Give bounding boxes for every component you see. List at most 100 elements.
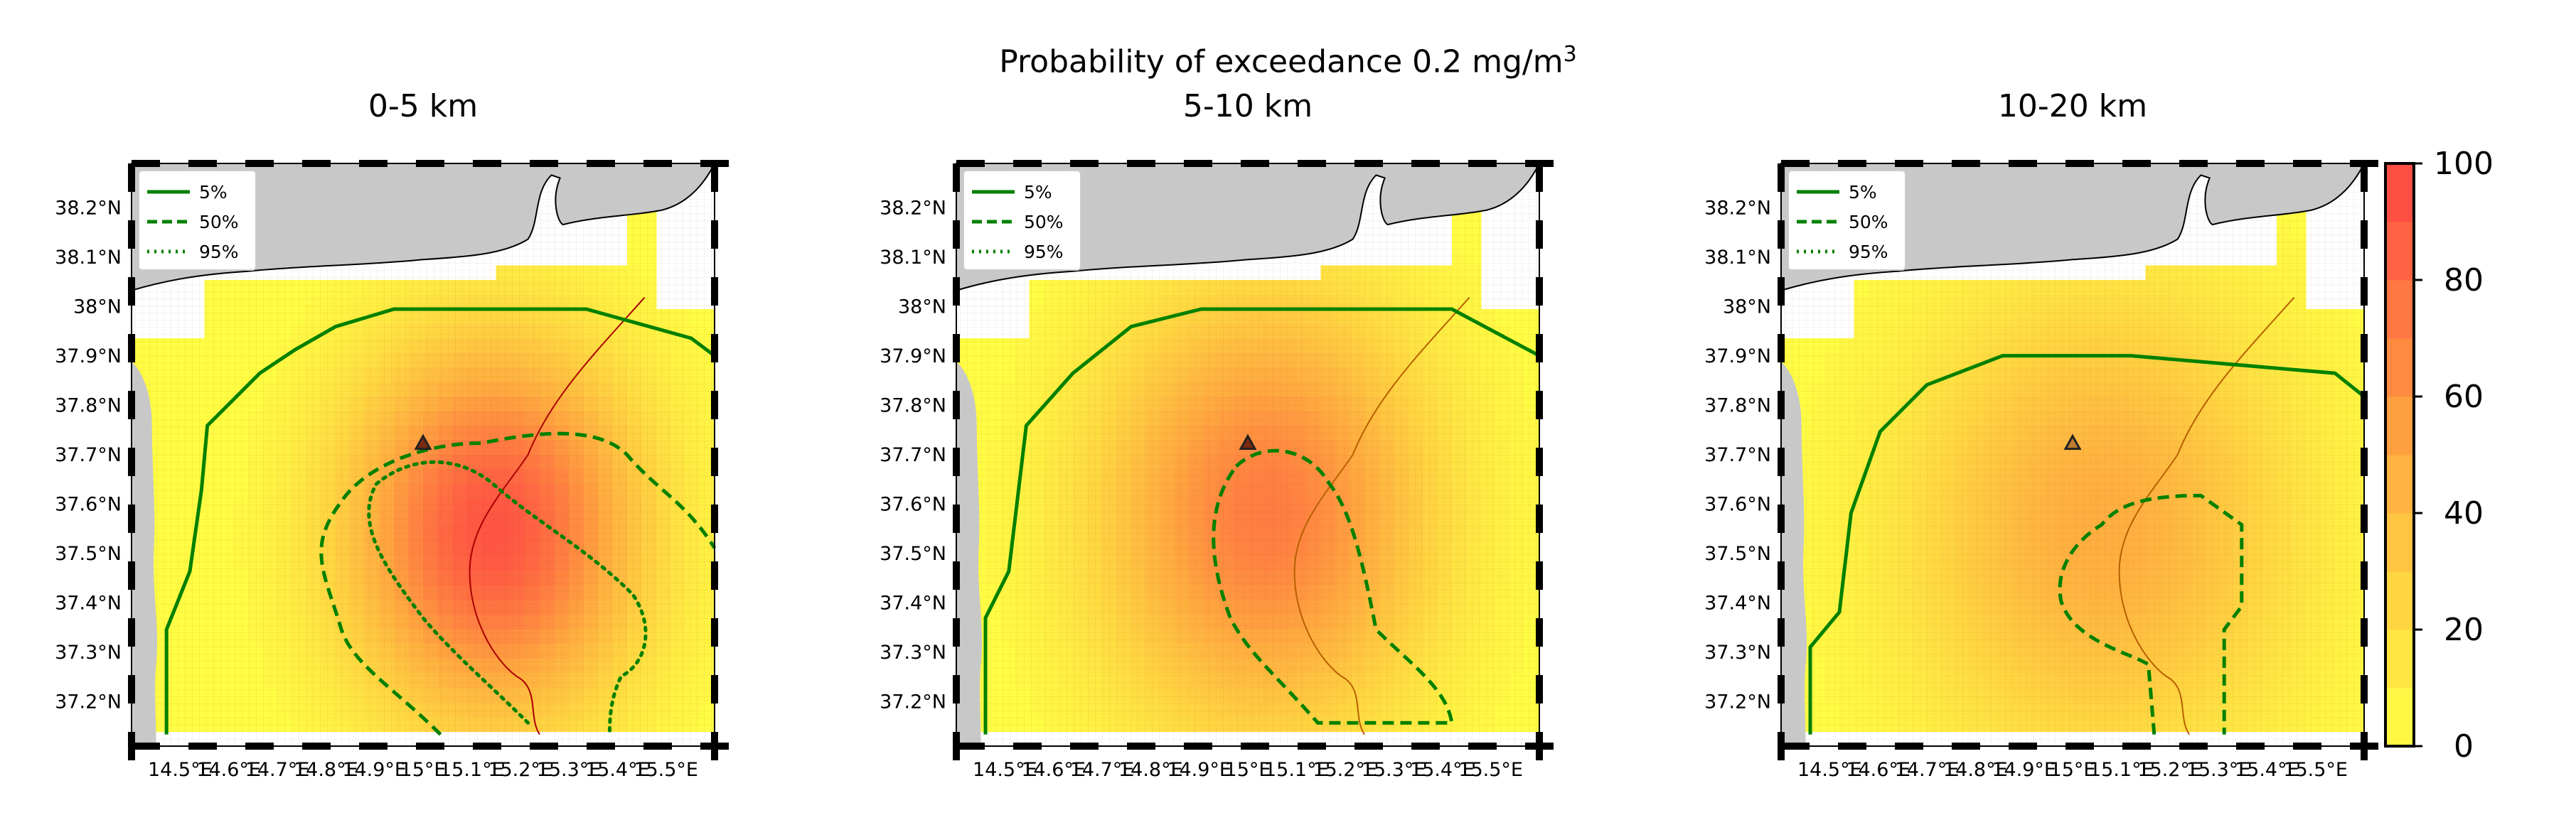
contour-legend: 5% 50% 95% (1787, 170, 1906, 271)
map-panel-3: 5% 50% 95% 38.2°N 38.1°N 38°N 37.9°N 37.8°N 37.7… (1704, 160, 2378, 781)
map-frame (128, 160, 729, 760)
legend-label: 95% (199, 242, 239, 262)
lon-tick-label: 15.3°E (537, 759, 602, 781)
map-panel-1: 5% 50% 95% 38.2°N 38.1°N 38°N 37.9°N 37.8°N 37.7… (55, 160, 729, 781)
lon-tick-label: 14.9°E (342, 759, 407, 781)
contour-50-percent (2058, 493, 2244, 735)
lon-tick-label: 14.7°E (245, 759, 310, 781)
lat-tick-labels: 38.2°N 38.1°N 38°N 37.9°N 37.8°N 37.7°N 37.6°N… (880, 198, 946, 713)
lon-tick-labels: 14.5°E14.6°E14.7°E14.8°E14.9°E15°E15.1°E… (973, 759, 1523, 781)
lat-tick-label: 37.4°N (880, 592, 946, 614)
lon-tick-label: 15.3°E (2186, 759, 2251, 781)
map-frame (953, 160, 1554, 760)
colorbar-segment (2385, 163, 2414, 222)
legend-label: 50% (199, 212, 239, 232)
lon-tick-label: 14.9°E (1167, 759, 1231, 781)
lon-tick-label: 15°E (2050, 759, 2096, 781)
colorbar-segment (2385, 630, 2414, 689)
coastline (2118, 296, 2295, 735)
lat-tick-label: 37.8°N (1704, 395, 1771, 417)
colorbar-tick-label: 100 (2434, 146, 2494, 182)
lat-tick-label: 37.9°N (1704, 345, 1771, 367)
lon-tick-label: 15.5°E (2283, 759, 2348, 781)
map-frame (1778, 160, 2378, 760)
lat-tick-label: 37.6°N (880, 493, 946, 515)
contour-legend: 5% 50% 95% (963, 170, 1081, 271)
land-sicily (132, 361, 158, 746)
colorbar-segment (2385, 280, 2414, 339)
lon-tick-labels: 14.5°E14.6°E14.7°E14.8°E14.9°E15°E15.1°E… (148, 759, 698, 781)
lon-tick-label: 15°E (400, 759, 447, 781)
contour-50-percent (1212, 448, 1454, 725)
land-calabria (956, 163, 1539, 291)
lon-tick-label: 15°E (1225, 759, 1271, 781)
colorbar-frame (2384, 162, 2415, 748)
contour-5-percent (1808, 354, 2366, 735)
contour-95-percent (367, 460, 648, 737)
land-calabria (1781, 163, 2364, 291)
lat-tick-label: 38.1°N (1704, 247, 1771, 269)
lat-tick-label: 37.7°N (1704, 444, 1771, 466)
source-triangle-icon (1239, 433, 1257, 451)
legend-label: 95% (1849, 242, 1888, 262)
colorbar-tick-label: 40 (2444, 495, 2484, 532)
lat-tick-labels: 38.2°N 38.1°N 38°N 37.9°N 37.8°N 37.7°N 37.6°N… (55, 198, 122, 713)
land-sicily (1781, 361, 1807, 746)
lat-tick-label: 37.3°N (1704, 642, 1771, 664)
lon-tick-label: 14.8°E (1943, 759, 2008, 781)
lon-tick-label: 15.2°E (1313, 759, 1377, 781)
lat-tick-label: 38.1°N (880, 247, 946, 269)
colorbar-segment (2385, 513, 2414, 572)
legend-label: 5% (199, 182, 228, 203)
contour-5-percent (164, 307, 716, 735)
lon-tick-label: 14.7°E (1895, 759, 1960, 781)
lat-tick-label: 37.8°N (880, 395, 946, 417)
lat-tick-label: 37.9°N (55, 345, 122, 367)
lon-tick-label: 14.8°E (294, 759, 358, 781)
lon-tick-label: 14.8°E (1118, 759, 1183, 781)
panel-title-2: 5-10 km (1182, 88, 1313, 124)
lon-tick-labels: 14.5°E14.6°E14.7°E14.8°E14.9°E15°E15.1°E… (1797, 759, 2348, 781)
coastline (1293, 296, 1470, 735)
colorbar-tick-label: 20 (2444, 612, 2484, 648)
lon-tick-label: 15.4°E (2235, 759, 2299, 781)
lon-tick-label: 15.2°E (2137, 759, 2202, 781)
colorbar-segment (2385, 571, 2414, 630)
legend-label: 5% (1849, 182, 1877, 203)
colorbar-segment (2385, 397, 2414, 455)
colorbar-tick-label: 80 (2444, 262, 2484, 298)
lat-tick-label: 38°N (1723, 296, 1771, 318)
coastline (469, 296, 646, 735)
source-triangle-icon (414, 433, 432, 451)
contour-50-percent (319, 431, 717, 736)
lon-tick-label: 15.1°E (439, 759, 504, 781)
lat-tick-label: 38.1°N (55, 247, 122, 269)
lat-tick-label: 37.2°N (55, 691, 122, 713)
lat-tick-label: 38.2°N (55, 198, 122, 220)
lat-tick-label: 37.9°N (880, 345, 946, 367)
lon-tick-label: 14.6°E (196, 759, 261, 781)
lat-tick-label: 38.2°N (1704, 198, 1771, 220)
legend-label: 95% (1024, 242, 1064, 262)
figure-title: Probability of exceedance 0.2 mg/m3 (999, 42, 1577, 80)
colorbar-tick-label: 60 (2444, 379, 2484, 415)
lon-tick-label: 15.4°E (1410, 759, 1475, 781)
lat-tick-label: 38.2°N (880, 198, 946, 220)
lat-tick-label: 37.4°N (55, 592, 122, 614)
colorbar-segment (2385, 338, 2414, 397)
panel-title-3: 10-20 km (1997, 88, 2148, 124)
lat-tick-label: 37.6°N (55, 493, 122, 515)
legend-label: 50% (1024, 212, 1064, 232)
colorbar-segment (2385, 222, 2414, 281)
colorbar-segment (2385, 688, 2414, 747)
lon-tick-label: 14.9°E (1992, 759, 2056, 781)
lon-tick-label: 15.2°E (488, 759, 552, 781)
lat-tick-labels: 38.2°N 38.1°N 38°N 37.9°N 37.8°N 37.7°N 37.6°N… (1704, 198, 1771, 713)
lon-tick-label: 15.1°E (2089, 759, 2154, 781)
lon-tick-label: 14.7°E (1070, 759, 1135, 781)
lat-tick-label: 37.3°N (880, 642, 946, 664)
map-panel-2: 5% 50% 95% 38.2°N 38.1°N 38°N 37.9°N 37.8°N 37.7… (880, 160, 1554, 781)
lat-tick-label: 37.2°N (1704, 691, 1771, 713)
lon-tick-label: 14.6°E (1846, 759, 1910, 781)
